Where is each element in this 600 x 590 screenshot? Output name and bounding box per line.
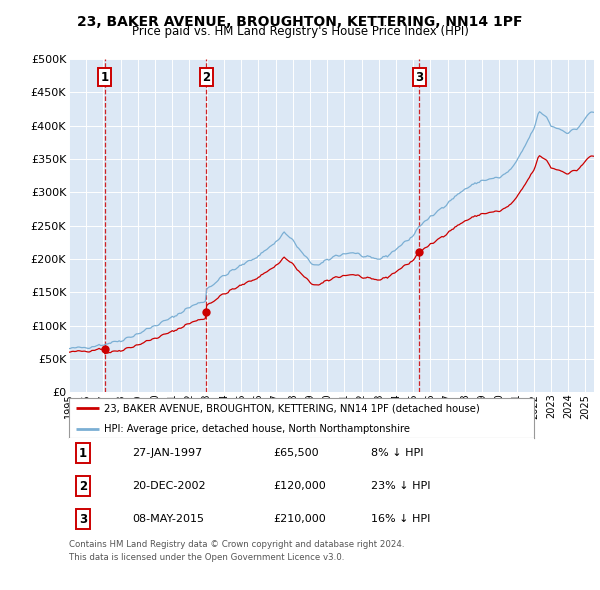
Text: 23, BAKER AVENUE, BROUGHTON, KETTERING, NN14 1PF (detached house): 23, BAKER AVENUE, BROUGHTON, KETTERING, …	[104, 404, 479, 414]
Text: 23, BAKER AVENUE, BROUGHTON, KETTERING, NN14 1PF: 23, BAKER AVENUE, BROUGHTON, KETTERING, …	[77, 15, 523, 29]
Text: £120,000: £120,000	[274, 481, 326, 491]
Text: 27-JAN-1997: 27-JAN-1997	[132, 448, 202, 458]
Text: £210,000: £210,000	[274, 514, 326, 524]
Text: 2: 2	[202, 71, 210, 84]
Text: Contains HM Land Registry data © Crown copyright and database right 2024.: Contains HM Land Registry data © Crown c…	[69, 540, 404, 549]
Text: 23% ↓ HPI: 23% ↓ HPI	[371, 481, 431, 491]
Text: 3: 3	[415, 71, 424, 84]
Text: 2: 2	[79, 480, 87, 493]
Text: 1: 1	[79, 447, 87, 460]
Text: £65,500: £65,500	[274, 448, 319, 458]
Text: 1: 1	[101, 71, 109, 84]
Text: 8% ↓ HPI: 8% ↓ HPI	[371, 448, 424, 458]
Text: Price paid vs. HM Land Registry's House Price Index (HPI): Price paid vs. HM Land Registry's House …	[131, 25, 469, 38]
Text: 16% ↓ HPI: 16% ↓ HPI	[371, 514, 431, 524]
Text: This data is licensed under the Open Government Licence v3.0.: This data is licensed under the Open Gov…	[69, 553, 344, 562]
Text: 3: 3	[79, 513, 87, 526]
Text: 20-DEC-2002: 20-DEC-2002	[132, 481, 205, 491]
Text: HPI: Average price, detached house, North Northamptonshire: HPI: Average price, detached house, Nort…	[104, 424, 410, 434]
Text: 08-MAY-2015: 08-MAY-2015	[132, 514, 204, 524]
